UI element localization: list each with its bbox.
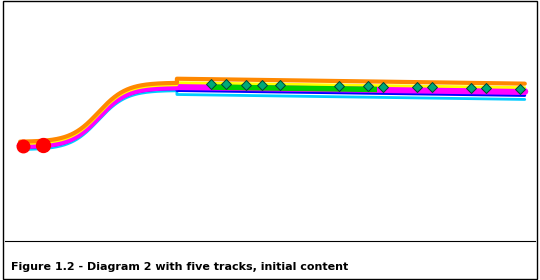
Text: Figure 1.2 - Diagram 2 with five tracks, initial content: Figure 1.2 - Diagram 2 with five tracks,… xyxy=(11,262,348,272)
